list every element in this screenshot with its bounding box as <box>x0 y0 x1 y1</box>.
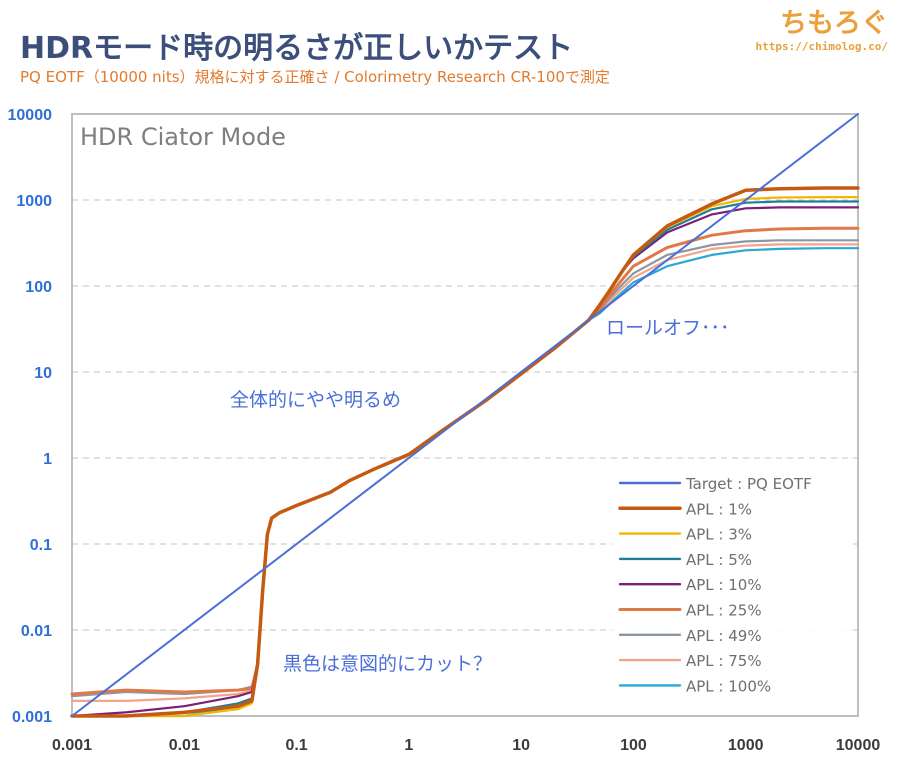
x-tick-label: 0.001 <box>52 737 92 754</box>
x-axis-ticks: 0.001 0.01 0.1 1 10 100 1000 10000 <box>52 737 880 754</box>
y-tick-label: 100 <box>25 279 52 296</box>
y-tick-label: 0.001 <box>12 709 52 726</box>
annotation-black: 黒色は意図的にカット？ <box>283 653 492 675</box>
series-layer <box>70 113 860 718</box>
site-logo: ちもろぐ <box>780 8 888 39</box>
x-tick-label: 0.01 <box>169 737 200 754</box>
mode-label: HDR Ciator Mode <box>80 123 286 151</box>
legend-label: APL : 75% <box>686 652 762 670</box>
x-tick-label: 1 <box>404 737 413 754</box>
series-line-0 <box>71 113 859 717</box>
annotation-bright: 全体的にやや明るめ <box>230 389 401 411</box>
y-axis-ticks: 10000 1000 100 10 1 0.1 0.01 0.001 <box>8 107 53 726</box>
site-url: https://chimolog.co/ <box>756 40 889 53</box>
x-tick-label: 0.1 <box>285 737 307 754</box>
y-tick-label: 1 <box>43 451 52 468</box>
legend-label: APL : 1% <box>686 500 752 518</box>
chart-subtitle: PQ EOTF（10000 nits）規格に対する正確さ / Colorimet… <box>20 68 610 86</box>
y-tick-label: 0.01 <box>21 623 52 640</box>
chart-title: HDRモード時の明るさが正しいかテスト <box>20 31 573 66</box>
y-tick-label: 10 <box>34 365 52 382</box>
annotation-rolloff: ロールオフ･･･ <box>606 317 730 339</box>
series-line-1 <box>70 186 860 718</box>
legend-label: Target : PQ EOTF <box>685 475 812 493</box>
y-tick-label: 10000 <box>8 107 53 124</box>
legend-label: APL : 100% <box>686 677 771 695</box>
x-tick-label: 1000 <box>728 737 764 754</box>
legend-label: APL : 25% <box>686 602 762 620</box>
x-tick-label: 10000 <box>836 737 881 754</box>
y-tick-label: 0.1 <box>30 537 52 554</box>
legend-label: APL : 3% <box>686 526 752 544</box>
legend-label: APL : 10% <box>686 576 762 594</box>
x-tick-label: 10 <box>512 737 530 754</box>
legend-label: APL : 49% <box>686 627 762 645</box>
plot-frame <box>71 113 859 717</box>
legend-label: APL : 5% <box>686 551 752 569</box>
x-tick-label: 100 <box>620 737 647 754</box>
legend: Target : PQ EOTF APL : 1% APL : 3% APL : 5%… <box>618 475 812 695</box>
y-tick-label: 1000 <box>16 193 52 210</box>
